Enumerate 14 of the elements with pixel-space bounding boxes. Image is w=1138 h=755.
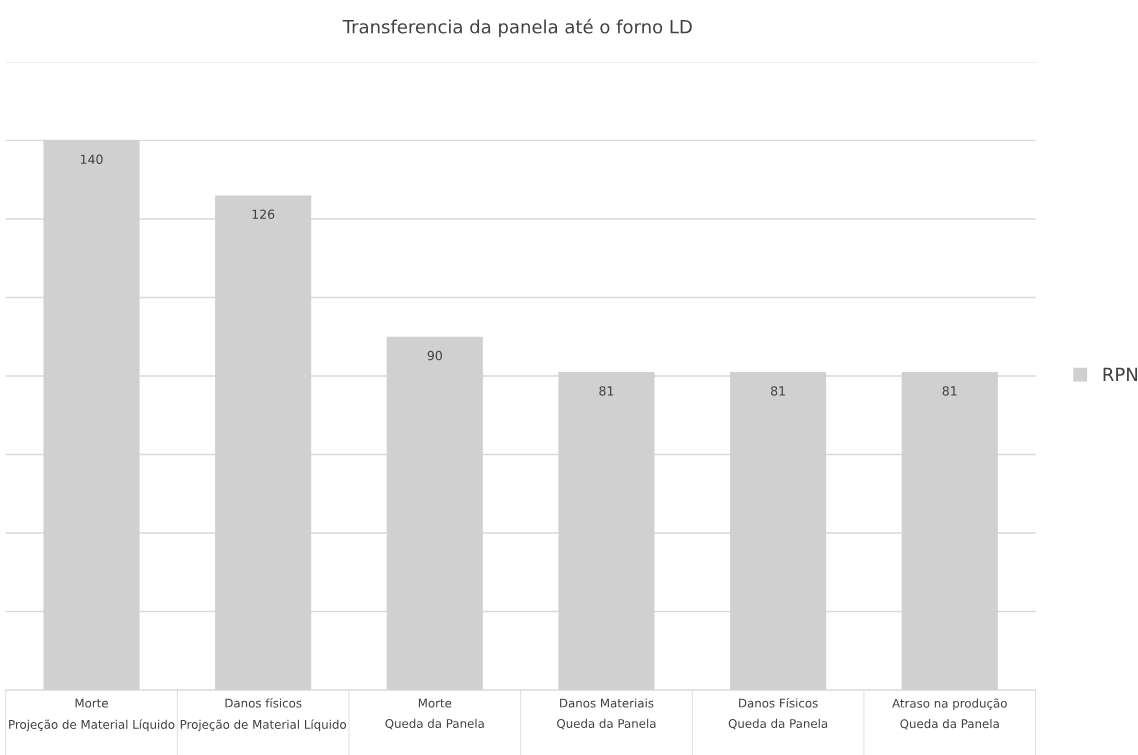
x-tick-label: Danos Físicos Queda da Panela <box>728 697 828 730</box>
x-tick-label: Atraso na produção Queda da Panela <box>892 698 1007 730</box>
data-label: 140 <box>80 154 103 164</box>
x-tick-label: Danos físicos Projeção de Material Líquido <box>180 697 347 732</box>
x-tick-label: Danos Materiais Queda da Panela <box>557 698 656 730</box>
x-tick-label: Morte Queda da Panela <box>385 698 484 730</box>
data-label: 90 <box>427 350 442 361</box>
legend-label: RPN <box>1103 367 1138 381</box>
data-label: 81 <box>942 386 957 396</box>
chart-title: Transferencia da panela até o forno LD <box>342 18 692 38</box>
data-label: 81 <box>771 386 785 396</box>
data-label: 126 <box>252 209 275 219</box>
data-label: 81 <box>599 386 614 396</box>
x-tick-label: Morte Projeção de Material Líquido <box>9 698 175 732</box>
